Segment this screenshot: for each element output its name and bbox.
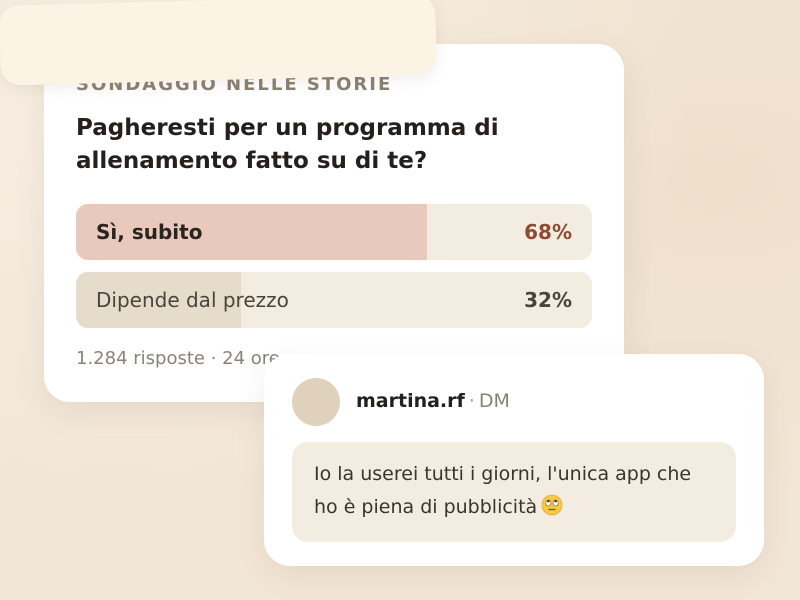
dm-message-card[interactable]: martina.rf · DM Io la userei tutti i giorn… [264,354,764,566]
poll-option-yes-percent: 68% [524,220,572,244]
poll-question: Pagheresti per un programma di allenamen… [76,115,499,174]
avatar[interactable] [292,378,340,426]
poll-option-depends[interactable]: Dipende dal prezzo 32% [76,272,592,328]
eye-roll-emoji-icon [541,494,563,527]
poll-option-depends-bar [76,272,242,328]
dm-header: martina.rf · DM [356,390,510,412]
poll-option-yes-label: Sì, subito [96,220,203,244]
dm-username[interactable]: martina.rf [356,390,465,412]
next-card-preview [0,0,437,86]
dm-message: Io la userei tutti i giorni, l'unica app… [314,458,714,527]
dm-message-text: Io la userei tutti i giorni, l'unica app… [314,463,692,518]
dm-message-bubble: Io la userei tutti i giorni, l'unica app… [292,442,736,542]
poll-meta: 1.284 risposte · 24 ore [76,348,280,369]
poll-option-depends-percent: 32% [524,288,572,312]
dm-type-label: DM [478,390,510,412]
dm-separator: · [468,390,475,412]
poll-option-depends-label: Dipende dal prezzo [96,288,289,312]
story-poll-card: SONDAGGIO NELLE STORIE Pagheresti per un… [44,44,624,402]
poll-option-yes[interactable]: Sì, subito 68% [76,204,592,260]
poll-option-yes-bar [76,204,427,260]
